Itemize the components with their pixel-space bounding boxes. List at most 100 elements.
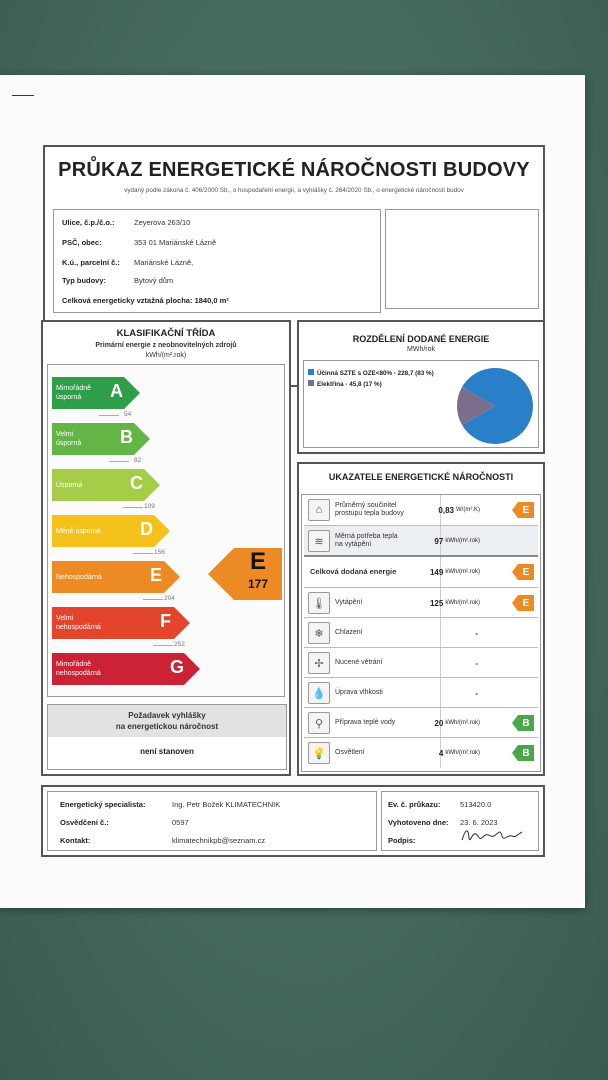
threshold-label: 109 <box>123 503 155 510</box>
band-label-line: úsporná <box>56 440 82 447</box>
indicator-number: 97 <box>434 536 444 546</box>
thermometer-icon: 🌡 <box>308 592 330 614</box>
band-tip <box>174 607 190 639</box>
building-label: Typ budovy: <box>62 276 107 285</box>
band-bar <box>52 561 164 593</box>
house-icon: ⌂ <box>308 499 330 521</box>
class-band-d: Méně úsporná D <box>52 515 170 547</box>
indicator-unit: kWh/(m².rok) <box>445 600 480 606</box>
indicator-name-line: prostupu tepla budovy <box>335 510 404 517</box>
certificate-sheet: PRŮKAZ ENERGETICKÉ NÁROČNOSTI BUDOVY vyd… <box>0 75 585 908</box>
legend-item: Elektřina - 45,8 (17 %) <box>308 380 382 388</box>
footer-label: Ev. č. průkazu: <box>388 800 441 809</box>
indicator-row: 🌡 Vytápění 125 kWh/(m².rok) E <box>304 587 538 618</box>
column-divider <box>440 557 441 589</box>
badge-tip <box>512 715 518 731</box>
band-letter: E <box>150 565 163 585</box>
issued-row: Vyhotoveno dne: 23. 6. 2023 <box>388 818 498 827</box>
indicator-number: 20 <box>434 718 444 728</box>
band-bar <box>52 423 134 455</box>
area-label: Celková energeticky vztažná plocha: <box>62 296 193 305</box>
lightbulb-icon: 💡 <box>308 742 330 764</box>
record-box: Ev. č. průkazu: 513420.0 Vyhotoveno dne: 2… <box>381 791 539 851</box>
indicator-value: - <box>475 618 480 648</box>
threshold-label: 82 <box>108 457 142 464</box>
indicators-panel: UKAZATELE ENERGETICKÉ NÁROČNOSTI ⌂ Průměr… <box>297 462 545 776</box>
indicator-unit: kWh/(m².rok) <box>445 569 480 575</box>
footer-value: 513420.0 <box>460 800 492 809</box>
indicator-number: - <box>475 658 478 668</box>
indicator-name-line: Úprava vlhkosti <box>335 688 383 696</box>
area-value: 1840,0 m² <box>194 296 229 305</box>
band-label-line: Nehospodárná <box>56 573 102 581</box>
band-bar <box>52 515 154 547</box>
signature-row: Podpis: <box>388 836 416 845</box>
indicator-row: ⚲ Příprava teplé vody 20 kWh/(m².rok) B <box>304 707 538 738</box>
indicators-table: ⌂ Průměrný součinitel prostupu tepla budov… <box>301 494 541 772</box>
band-bar <box>52 653 184 685</box>
indicator-name-line: Vytápění <box>335 598 363 606</box>
column-divider <box>440 526 441 556</box>
pie-slice-district-heating <box>462 368 533 444</box>
indicator-name: Úprava vlhkosti <box>335 678 383 708</box>
certificate-no-row: Osvědčení č.: 0597 <box>60 818 189 827</box>
column-divider <box>440 738 441 768</box>
indicator-name: Měrná potřeba tepla na vytápění <box>335 526 398 556</box>
classification-subtitle: Primární energie z neobnovitelných zdroj… <box>95 342 237 349</box>
indicator-name-line: Měrná potřeba tepla <box>335 532 398 540</box>
badge-tip <box>512 502 518 518</box>
classification-panel: KLASIFIKAČNÍ TŘÍDA Primární energie z ne… <box>41 320 291 776</box>
footer-label: Podpis: <box>388 836 416 845</box>
faucet-icon: ⚲ <box>308 712 330 734</box>
band-letter: B <box>120 427 133 447</box>
footer-value: klimatechnikpb@seznam.cz <box>172 836 266 845</box>
class-band-g: Mimořádně nehospodárná G <box>52 653 200 685</box>
band-label-line: Velmi <box>56 615 74 622</box>
legend-item: Účinná SZTE s OZE<80% - 228,7 (83 %) <box>308 369 434 377</box>
band-label-line: úsporná <box>56 394 82 401</box>
requirement-title-line1: Požadavek vyhlášky <box>128 711 206 720</box>
page-subtitle: vydaný podle zákona č. 406/2000 Sb., o h… <box>124 187 464 194</box>
legend-label: Účinná SZTE s OZE<80% - 228,7 (83 %) <box>317 370 434 377</box>
fan-icon: ✢ <box>308 652 330 674</box>
indicator-value: - <box>475 648 480 678</box>
band-tip <box>164 561 180 593</box>
band-tip <box>144 469 160 501</box>
badge-letter: E <box>518 564 534 580</box>
indicator-name: Chlazení <box>335 618 363 648</box>
threshold-label: 156 <box>133 549 165 556</box>
band-label-line: Méně úsporná <box>56 527 101 535</box>
indicator-number: - <box>475 688 478 698</box>
badge-letter: B <box>518 745 534 761</box>
column-divider <box>440 495 441 525</box>
indicator-unit: W/(m².K) <box>456 507 480 513</box>
column-divider <box>440 708 441 738</box>
band-label-line: nehospodárná <box>56 670 101 677</box>
band-label: Úsporná <box>56 469 82 501</box>
indicator-value: 149 kWh/(m².rok) <box>430 557 480 587</box>
band-label-line: Úsporná <box>56 481 83 489</box>
indicator-name-line: Osvětlení <box>335 748 365 756</box>
badge-tip <box>512 564 518 580</box>
building-value: Mariánské Lázně, <box>134 258 194 267</box>
energy-pie-chart <box>457 368 533 444</box>
column-divider <box>440 618 441 648</box>
distribution-panel: ROZDĚLENÍ DODANÉ ENERGIE MWh/rok Účinná … <box>297 320 545 454</box>
building-row: K.ú., parcelní č.: Mariánské Lázně, <box>62 258 193 267</box>
indicator-number: 125 <box>429 598 444 608</box>
indicator-number: 4 <box>438 748 444 758</box>
indicator-row: 💡 Osvětlení 4 kWh/(m².rok) B <box>304 737 538 768</box>
building-label: K.ú., parcelní č.: <box>62 258 120 267</box>
indicator-value: 125 kWh/(m².rok) <box>430 588 480 618</box>
column-divider <box>440 588 441 618</box>
class-band-c: Úsporná C <box>52 469 160 501</box>
band-tip <box>154 515 170 547</box>
indicator-name: Nucené větrání <box>335 648 382 678</box>
band-label: Velmi nehospodárná <box>56 607 101 639</box>
indicator-name: Celková dodaná energie <box>310 557 396 587</box>
band-letter: G <box>170 657 185 677</box>
building-label: Ulice, č.p./č.o.: <box>62 218 115 227</box>
column-divider <box>440 648 441 678</box>
class-band-b: Velmi úsporná B <box>52 423 150 455</box>
classification-unit: kWh/(m².rok) <box>145 352 187 359</box>
